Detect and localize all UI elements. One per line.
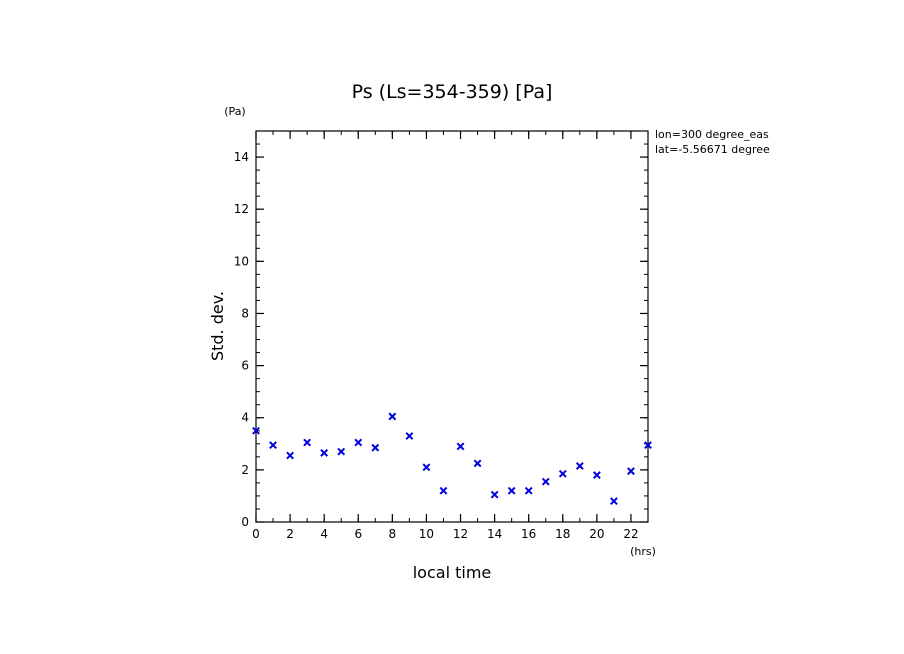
x-tick-label: 0 (252, 527, 260, 541)
marker-stroke (371, 443, 380, 452)
data-point (354, 438, 363, 447)
data-point (286, 451, 294, 460)
y-unit-label: (Pa) (224, 105, 245, 118)
x-unit-label: (hrs) (630, 545, 656, 558)
marker-stroke (541, 477, 550, 486)
marker-stroke (337, 447, 346, 456)
y-tick-label: 10 (234, 254, 249, 268)
marker-stroke (303, 438, 312, 447)
data-point (320, 449, 329, 457)
data-point (252, 426, 260, 435)
data-point (371, 443, 380, 452)
y-tick-label: 0 (241, 515, 249, 529)
x-axis-label: local time (413, 563, 492, 582)
plot-frame (255, 130, 649, 523)
x-tick-label: 14 (487, 527, 502, 541)
marker-stroke (405, 432, 414, 440)
data-point (644, 441, 652, 450)
data-point (524, 486, 533, 495)
y-tick-label: 12 (234, 202, 249, 216)
data-point (405, 432, 414, 440)
y-tick-label: 14 (234, 150, 249, 164)
x-tick-label: 8 (389, 527, 397, 541)
marker-stroke (644, 441, 652, 450)
marker-stroke (354, 438, 363, 447)
x-tick-label: 16 (521, 527, 536, 541)
marker-stroke (507, 486, 516, 495)
data-point (627, 467, 635, 476)
data-points (252, 412, 652, 506)
marker-stroke (524, 486, 533, 495)
data-point (592, 471, 601, 479)
y-tick-label: 6 (241, 359, 249, 373)
axis-ticks: 0 2 4 6 8 10 12 14 16 18 20 22 0 2 4 6 8 10 12 14 (234, 130, 649, 541)
marker-stroke (439, 486, 448, 495)
data-point (388, 412, 397, 421)
x-tick-label: 6 (354, 527, 362, 541)
marker-stroke (592, 471, 601, 479)
marker-stroke (286, 451, 294, 460)
marker-stroke (610, 497, 618, 506)
x-tick-label: 20 (589, 527, 604, 541)
marker-stroke (490, 490, 499, 499)
y-tick-label: 4 (241, 411, 249, 425)
y-tick-label: 8 (241, 306, 249, 320)
annotation-lon: lon=300 degree_eas (655, 128, 769, 141)
data-point (610, 497, 618, 506)
marker-stroke (627, 467, 635, 476)
data-point (490, 490, 499, 499)
x-tick-label: 2 (286, 527, 294, 541)
y-axis-label: Std. dev. (208, 291, 227, 361)
marker-stroke (473, 459, 482, 468)
annotation-lat: lat=-5.56671 degree (655, 143, 770, 156)
data-point (269, 441, 277, 450)
data-point (541, 477, 550, 486)
x-tick-label: 22 (623, 527, 638, 541)
x-tick-label: 12 (453, 527, 468, 541)
data-point (473, 459, 482, 468)
data-point (303, 438, 312, 447)
data-point (507, 486, 516, 495)
marker-stroke (575, 462, 584, 470)
x-tick-label: 4 (320, 527, 328, 541)
data-point (456, 442, 465, 451)
data-point (337, 447, 346, 456)
data-point (575, 462, 584, 470)
x-tick-label: 18 (555, 527, 570, 541)
data-point (439, 486, 448, 495)
marker-stroke (269, 441, 277, 450)
data-point (422, 463, 431, 472)
marker-stroke (558, 469, 567, 478)
data-point (558, 469, 567, 478)
x-tick-label: 10 (419, 527, 434, 541)
marker-stroke (388, 412, 397, 421)
marker-stroke (252, 426, 260, 435)
marker-stroke (320, 449, 329, 457)
marker-stroke (456, 442, 465, 451)
chart-title: Ps (Ls=354-359) [Pa] (352, 81, 553, 103)
y-tick-label: 2 (241, 463, 249, 477)
marker-stroke (422, 463, 431, 472)
